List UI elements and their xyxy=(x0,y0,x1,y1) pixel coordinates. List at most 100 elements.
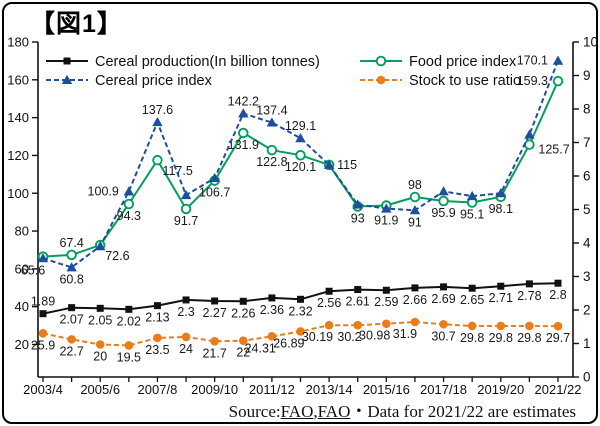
point-label: 115 xyxy=(337,158,357,172)
point-label: 91.9 xyxy=(374,214,398,228)
point-label: 159.3 xyxy=(517,74,548,88)
y-left-tick-label: 120 xyxy=(7,148,29,163)
point-label: 1.89 xyxy=(31,295,55,309)
point-label: 2.3 xyxy=(177,305,194,319)
legend: Cereal production(In billion tonnes) Cere… xyxy=(46,54,521,89)
x-tick-label: 2007/8 xyxy=(138,382,178,397)
x-tick-label: 2019/20 xyxy=(477,382,524,397)
x-tick-label: 2015/16 xyxy=(363,382,410,397)
y-left-tick-label: 40 xyxy=(15,299,29,314)
point-label: 2.02 xyxy=(117,314,141,328)
point-label: 137.6 xyxy=(142,103,173,117)
y-left-tick-label: 60 xyxy=(15,261,29,276)
point-label: 95.1 xyxy=(460,208,484,222)
legend-label: Stock to use ratio xyxy=(409,73,521,89)
point-label: 22 xyxy=(236,346,250,360)
source-text: ・Data for 2021/22 are estimates xyxy=(350,402,576,421)
point-label: 29.7 xyxy=(546,331,570,345)
point-label: 26.89 xyxy=(273,336,304,350)
point-label: 31.9 xyxy=(393,327,417,341)
point-label: 24 xyxy=(179,342,193,356)
y-right-tick-label: 3 xyxy=(583,269,591,284)
y-right-tick-label: 2 xyxy=(583,303,591,318)
source-line: Source:FAO,FAO・Data for 2021/22 are esti… xyxy=(229,397,576,422)
series-cereal-production: 1.89 2.07 2.05 2.02 2.13 2.3 2.27 2.26 2.36 2.32 2… xyxy=(31,279,567,328)
y-left-tick-label: 140 xyxy=(7,110,29,125)
point-label: 2.56 xyxy=(317,296,341,310)
point-label: 117.5 xyxy=(162,164,192,178)
point-label: 67.4 xyxy=(59,236,83,250)
point-label: 93 xyxy=(351,211,365,225)
point-label: 24.31 xyxy=(245,341,276,355)
point-label: 2.61 xyxy=(346,295,370,309)
point-label: 23.5 xyxy=(145,343,169,357)
y-left-tick-label: 100 xyxy=(7,186,29,201)
point-label: 120.1 xyxy=(285,160,316,174)
point-label: 60.8 xyxy=(59,272,83,286)
circle-marker-icon xyxy=(376,75,386,85)
y-right-tick-label: 7 xyxy=(583,135,591,150)
point-label: 2.07 xyxy=(59,313,83,327)
x-axis: 2003/4 2005/6 2007/8 2009/10 2011/12 2013/14 2… xyxy=(23,377,582,397)
point-label: 2.69 xyxy=(431,292,455,306)
point-label: 25.9 xyxy=(31,338,55,352)
cereal-production-point-labels: 1.89 2.07 2.05 2.02 2.13 2.3 2.27 2.26 2.36 2.32 2… xyxy=(31,288,567,328)
x-tick-label: 2011/12 xyxy=(249,382,295,397)
point-label: 29.8 xyxy=(460,331,484,345)
point-label: 2.32 xyxy=(288,304,312,318)
point-label: 2.13 xyxy=(145,311,169,325)
point-label: 72.6 xyxy=(105,249,129,263)
page-title: 【図1】 xyxy=(30,10,123,38)
legend-label: Cereal production(In billion tonnes) xyxy=(95,54,320,70)
y-axis-left: 180 160 140 120 100 80 60 40 20 xyxy=(7,35,38,352)
x-tick-label: 2003/4 xyxy=(23,382,63,397)
y-left-tick-label: 80 xyxy=(15,224,29,239)
legend-item-cereal-production: Cereal production(In billion tonnes) xyxy=(46,54,320,70)
point-label: 131.9 xyxy=(228,138,259,152)
circle-marker-icon xyxy=(375,55,387,67)
legend-label: Food price index xyxy=(409,54,517,70)
point-label: 29.8 xyxy=(489,331,513,345)
legend-item-food-price-index: Food price index xyxy=(360,54,517,70)
square-marker-icon xyxy=(63,57,71,65)
point-label: 2.27 xyxy=(202,306,226,320)
point-label: 2.78 xyxy=(517,289,541,303)
stock-to-use-ratio-point-labels: 25.9 22.7 20 19.5 23.5 24 21.7 2224.3126.8930.1… xyxy=(31,327,570,364)
y-right-tick-label: 8 xyxy=(583,102,591,117)
legend-label: Cereal price index xyxy=(95,73,213,89)
point-label: 20 xyxy=(93,350,107,364)
x-tick-label: 2021/22 xyxy=(535,382,582,397)
point-label: 2.26 xyxy=(231,306,255,320)
x-tick-label: 2017/18 xyxy=(420,382,467,397)
point-label: 142.2 xyxy=(228,94,259,108)
stock-to-use-ratio-markers xyxy=(38,317,563,350)
y-right-tick-label: 6 xyxy=(583,169,591,184)
legend-item-cereal-price-index: Cereal price index xyxy=(46,73,213,89)
point-label: 30.2 xyxy=(337,330,361,344)
point-label: 91.7 xyxy=(174,214,198,228)
y-left-tick-label: 180 xyxy=(7,35,29,50)
source-link-text: FAO xyxy=(280,402,314,421)
source-text: Source: xyxy=(228,402,281,421)
y-right-tick-label: 0 xyxy=(583,370,591,385)
y-right-tick-label: 1 xyxy=(583,336,591,351)
point-label: 91 xyxy=(408,215,422,229)
point-label: 22.7 xyxy=(59,344,83,358)
source-link-text: FAO xyxy=(317,402,351,421)
point-label: 30.98 xyxy=(359,329,390,343)
point-label: 30.7 xyxy=(431,329,455,343)
point-label: 98.1 xyxy=(489,202,513,216)
point-label: 137.4 xyxy=(256,104,287,118)
y-left-tick-label: 160 xyxy=(7,72,29,87)
x-tick-label: 2005/6 xyxy=(80,382,120,397)
point-label: 2.36 xyxy=(260,303,284,317)
y-right-tick-label: 5 xyxy=(583,202,591,217)
point-label: 95.9 xyxy=(431,206,455,220)
